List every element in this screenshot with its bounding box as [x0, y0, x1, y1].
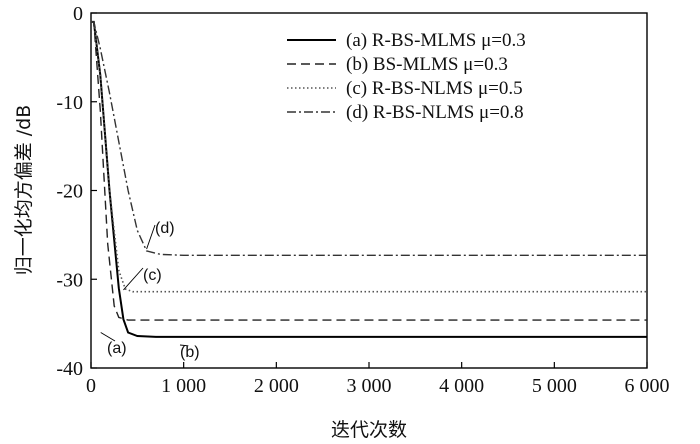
y-axis-title: 归一化均方偏差 /dB: [13, 105, 35, 276]
legend-label: (b) BS-MLMS μ=0.3: [346, 54, 508, 75]
x-axis-title: 迭代次数: [331, 419, 407, 441]
tick-group: 0 1 000 2 000 3 000 4 000 5 000 6 000 0 -10 -20 -3…: [56, 3, 669, 397]
annotation-label-c: (c): [143, 267, 162, 284]
legend: (a) R-BS-MLMS μ=0.3 (b) BS-MLMS μ=0.3 (c) …: [287, 30, 526, 123]
x-tick-label: 6 000: [625, 375, 670, 397]
legend-label: (d) R-BS-NLMS μ=0.8: [346, 102, 524, 123]
y-tick-label: 0: [73, 3, 83, 25]
x-tick-label: 2 000: [254, 375, 299, 397]
x-tick-label: 0: [86, 375, 96, 397]
y-tick-label: -10: [56, 92, 83, 114]
annotation-label-d: (d): [155, 220, 175, 237]
y-tick-label: -30: [56, 269, 83, 291]
x-tick-label: 1 000: [161, 375, 206, 397]
legend-label: (c) R-BS-NLMS μ=0.5: [346, 78, 523, 99]
series-line-d: [91, 21, 647, 256]
x-tick-label: 3 000: [347, 375, 392, 397]
annotation-label-a: (a): [107, 340, 127, 357]
annotation-leader: [100, 332, 116, 342]
annotation-leader: [146, 224, 156, 250]
series-line-b: [91, 21, 647, 321]
y-tick-label: -40: [56, 358, 83, 380]
y-tick-label: -20: [56, 181, 83, 203]
x-tick-label: 4 000: [439, 375, 484, 397]
series-line-a: [91, 20, 647, 338]
series-annotations: (a) (b) (c) (d): [100, 220, 200, 361]
annotation-leader: [123, 267, 144, 291]
x-tick-label: 5 000: [532, 375, 577, 397]
series-lines: [91, 20, 647, 338]
legend-label: (a) R-BS-MLMS μ=0.3: [346, 30, 526, 51]
annotation-leader: [179, 344, 189, 347]
annotation-label-b: (b): [180, 344, 200, 361]
